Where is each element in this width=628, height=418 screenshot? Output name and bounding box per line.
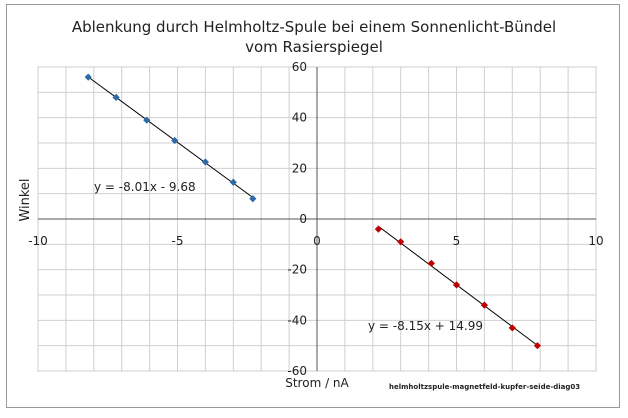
- y-tick-label: 0: [299, 212, 307, 226]
- data-point-s1: [249, 195, 257, 203]
- data-point-s2: [374, 225, 382, 233]
- y-tick-label: -60: [287, 364, 307, 378]
- y-tick-label: -40: [287, 313, 307, 327]
- x-tick-label: 0: [313, 234, 321, 248]
- data-point-s2: [452, 281, 461, 289]
- data-point-s2: [397, 238, 405, 246]
- y-tick-label: 40: [292, 111, 307, 125]
- data-point-s1: [171, 136, 179, 145]
- footnote: helmholtzspule-magnetfeld-kupfer-seide-d…: [389, 383, 580, 391]
- y-tick-label: -20: [287, 263, 307, 277]
- trend-label-right: y = -8.15x + 14.99: [368, 319, 483, 333]
- data-point-s1: [229, 178, 237, 186]
- chart-frame: [6, 4, 620, 408]
- chart-title-line2: vom Rasierspiegel: [245, 38, 383, 56]
- x-axis-label: Strom / nA: [285, 376, 349, 390]
- y-tick-label: 60: [292, 60, 307, 74]
- data-points: [84, 73, 542, 350]
- data-point-s1: [84, 73, 92, 81]
- data-point-s1: [201, 158, 209, 166]
- x-tick-label: -5: [172, 234, 184, 248]
- axes: [38, 67, 596, 371]
- x-tick-label: 10: [588, 234, 603, 248]
- data-point-s2: [533, 342, 542, 350]
- data-point-s2: [427, 259, 435, 267]
- data-point-s2: [508, 324, 516, 332]
- y-axis-label: Winkel: [18, 178, 33, 221]
- x-tick-label: 5: [453, 234, 461, 248]
- trend-label-left: y = -8.01x - 9.68: [94, 180, 196, 194]
- x-tick-label: -10: [28, 234, 48, 248]
- data-point-s2: [480, 301, 488, 309]
- y-tick-label: 20: [292, 161, 307, 175]
- data-point-s1: [143, 116, 151, 124]
- chart-title-line1: Ablenkung durch Helmholtz-Spule bei eine…: [72, 18, 556, 36]
- tick-labels: -10 -5 0 5 10 60 40 20 0 -20 -40 -60: [28, 60, 603, 378]
- data-point-s1: [112, 93, 120, 101]
